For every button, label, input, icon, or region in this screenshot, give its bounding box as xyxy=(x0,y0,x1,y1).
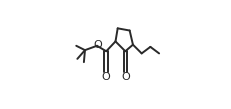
Text: O: O xyxy=(102,72,111,82)
Text: O: O xyxy=(94,40,102,50)
Text: O: O xyxy=(121,72,130,82)
